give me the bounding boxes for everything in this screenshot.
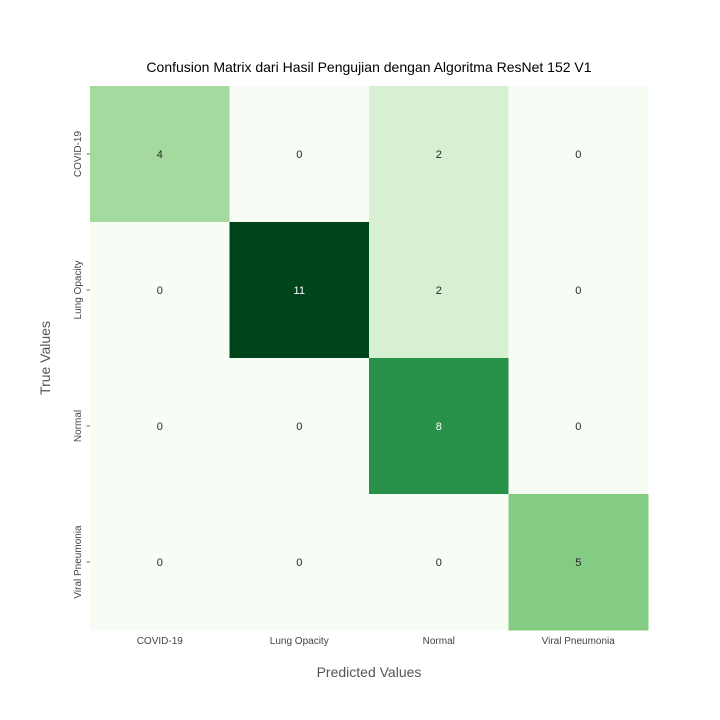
x-tick-label: Normal (423, 636, 455, 647)
heatmap-cell-labels: 4 0 2 0 0 11 2 0 0 0 8 0 0 0 0 5 (157, 149, 582, 569)
heatmap-cells (90, 86, 649, 631)
heatmap-cell (369, 222, 509, 359)
heatmap-cell (90, 86, 230, 223)
cell-value-label: 5 (575, 557, 581, 569)
cell-value-label: 0 (296, 421, 302, 433)
heatmap-cell (90, 494, 230, 631)
y-tick-label: Normal (73, 410, 84, 442)
cell-value-label: 0 (157, 421, 163, 433)
heatmap-cell (229, 222, 370, 359)
heatmap-cell (508, 494, 649, 631)
x-tick-label: Lung Opacity (270, 636, 329, 647)
cell-value-label: 0 (296, 557, 302, 569)
cell-value-label: 2 (436, 285, 442, 297)
cell-value-label: 8 (436, 421, 442, 433)
x-tick-label: COVID-19 (137, 636, 184, 647)
heatmap-cell (229, 86, 370, 223)
y-axis-ticks: COVID-19 Lung Opacity Normal Viral Pneumoni… (73, 131, 90, 599)
x-tick-label: Viral Pneumonia (542, 636, 616, 647)
y-tick-label: Viral Pneumonia (73, 525, 84, 599)
cell-value-label: 2 (436, 149, 442, 161)
heatmap-cell (508, 86, 649, 223)
cell-value-label: 0 (296, 149, 302, 161)
heatmap-cell (90, 222, 230, 359)
heatmap-cell (508, 358, 649, 495)
heatmap-cell (90, 358, 230, 495)
heatmap-cell (369, 86, 509, 223)
cell-value-label: 0 (575, 149, 581, 161)
heatmap-cell (369, 358, 509, 495)
cell-value-label: 11 (294, 285, 305, 297)
y-axis-label: True Values (37, 321, 53, 395)
heatmap-cell (229, 494, 370, 631)
heatmap-cell (229, 358, 370, 495)
y-tick-label: COVID-19 (73, 131, 84, 178)
cell-value-label: 0 (157, 285, 163, 297)
heatmap-cell (369, 494, 509, 631)
y-tick-label: Lung Opacity (73, 261, 84, 320)
chart-title: Confusion Matrix dari Hasil Pengujian de… (146, 59, 591, 75)
heatmap-cell (508, 222, 649, 359)
cell-value-label: 0 (575, 285, 581, 297)
cell-value-label: 0 (157, 557, 163, 569)
x-axis-ticks: COVID-19 Lung Opacity Normal Viral Pneumoni… (137, 636, 616, 647)
cell-value-label: 4 (157, 149, 163, 161)
cell-value-label: 0 (436, 557, 442, 569)
x-axis-label: Predicted Values (317, 664, 422, 680)
cell-value-label: 0 (575, 421, 581, 433)
